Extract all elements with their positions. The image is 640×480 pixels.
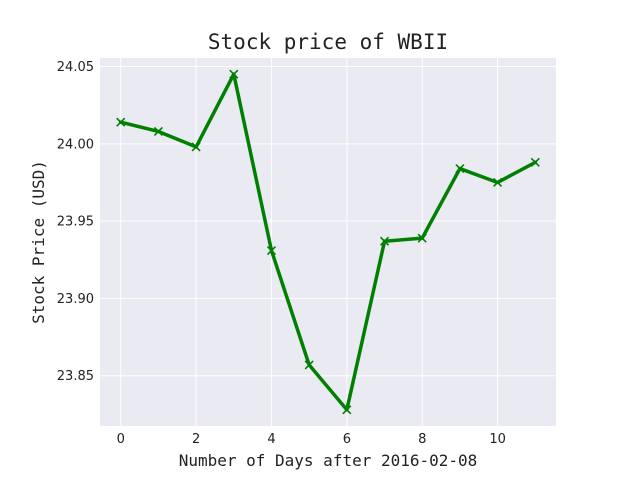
data-point-marker [342,405,352,415]
data-point-marker [266,245,277,256]
data-point-marker [229,69,239,79]
plot-area [100,58,556,426]
y-tick-label: 23.95 [57,215,94,230]
y-tick-label: 23.90 [57,292,94,307]
data-point-marker [304,360,314,370]
x-tick-label: 8 [418,432,426,447]
series-line [118,72,538,412]
x-tick-labels: 0 2 4 6 8 10 [117,432,506,447]
grid-lines [100,58,556,426]
x-axis-label: Number of Days after 2016-02-08 [179,451,478,470]
x-tick-label: 10 [489,432,506,447]
x-tick-label: 0 [117,432,125,447]
data-point-marker [379,236,390,246]
data-point-marker [493,177,503,188]
y-axis-label: Stock Price (USD) [29,160,48,324]
series-layer [116,69,540,415]
y-tick-label: 24.05 [57,60,94,75]
x-tick-label: 4 [267,432,275,447]
data-point-marker [455,163,465,174]
data-point-marker [191,142,201,152]
data-point-marker [153,126,163,137]
x-tick-label: 2 [192,432,200,447]
chart-title: Stock price of WBII [208,30,448,54]
y-tick-labels: 23.85 23.90 23.95 24.00 24.05 [57,60,94,384]
y-tick-label: 24.00 [57,137,94,152]
data-point-marker [417,233,427,243]
y-tick-label: 23.85 [57,369,94,384]
x-tick-label: 6 [343,432,351,447]
data-point-marker [116,117,126,127]
data-point-marker [530,157,540,167]
